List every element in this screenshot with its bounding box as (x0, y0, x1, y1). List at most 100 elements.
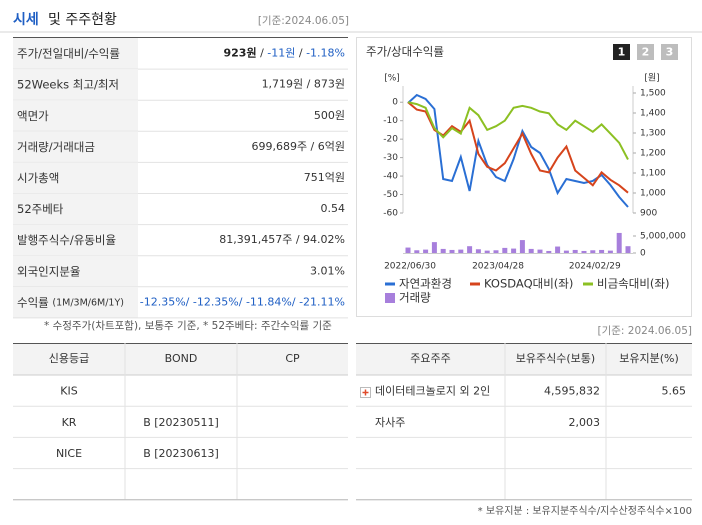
table-cell: B [20230511] (143, 416, 219, 429)
footnote: * 수정주가(차트포함), 보통주 기준, * 52주베타: 주간수익률 기준 (44, 320, 332, 332)
column-header: 주요주주 (410, 352, 450, 365)
x-tick-label: 2023/04/28 (472, 262, 524, 272)
footnote: * 보유지분 : 보유지분주식수/지수산정주식수×100 (478, 505, 692, 517)
table-cell: KIS (60, 385, 77, 398)
volume-bar (414, 250, 420, 253)
value-part: -11원 (267, 47, 295, 60)
volume-bar (449, 249, 455, 253)
value-part: -12.35%/ -12.35%/ -11.84%/ -21.11% (140, 295, 345, 308)
volume-bar (493, 250, 499, 253)
tab-button[interactable] (637, 44, 654, 60)
row-label: 외국인지분율 (17, 264, 80, 278)
row-label: 주가/전일대비/수익률 (17, 46, 120, 60)
chart-title: 주가/상대수익률 (366, 45, 444, 59)
volume-bar (625, 246, 631, 253)
label-cell (13, 38, 138, 70)
x-tick-label: 2022/06/30 (384, 262, 436, 272)
date: [기준: 2024.06.05] (597, 325, 692, 337)
volume-bar (484, 250, 490, 253)
header-row (356, 343, 692, 375)
label-cell (13, 131, 138, 163)
table-cell: 5.65 (662, 385, 687, 398)
value-part: -1.18% (306, 47, 345, 60)
row-value: -12.35%/ -12.35%/ -11.84%/ -21.11% (140, 295, 345, 308)
tab-button[interactable] (613, 44, 630, 60)
label-cell (13, 224, 138, 256)
row-label: 발행주식수/유동비율 (17, 233, 116, 247)
volume-bar (458, 249, 464, 253)
row-label: 52Weeks 최고/최저 (17, 77, 119, 91)
row-value: 500원 (314, 109, 345, 122)
table-cell: KR (62, 416, 77, 429)
tab-button[interactable] (661, 44, 678, 60)
y-tick-label: -20 (383, 135, 398, 145)
value-part: 751억원 (304, 171, 345, 184)
section-title-rest: 및 주주현황 (48, 12, 117, 28)
date: [기준:2024.06.05] (258, 15, 349, 27)
column-header: CP (285, 352, 300, 365)
label-cell (13, 255, 138, 287)
volume-bar (581, 250, 587, 253)
row-label-text: 수익률 (17, 295, 49, 309)
table-cell: 자사주 (375, 416, 405, 429)
y2-tick-label: 900 (640, 209, 657, 219)
row-value: 751억원 (304, 171, 345, 184)
line-series (407, 101, 629, 160)
label-cell (13, 193, 138, 225)
legend-label: 거래량 (399, 291, 431, 305)
row-label-note: (1M/3M/6M/1Y) (52, 297, 124, 308)
row-label: 수익률 (1M/3M/6M/1Y) (17, 295, 124, 309)
y-unit: [%] (384, 74, 400, 84)
legend-label: KOSDAQ대비(좌) (484, 277, 573, 291)
row-label: 시가총액 (17, 170, 59, 184)
y2-tick-label: 1,300 (640, 129, 666, 139)
row-label-text: 외국인지분율 (17, 264, 80, 278)
value-part: 923원 (223, 46, 256, 60)
row-label: 거래량/거래대금 (17, 139, 95, 153)
value-part: / (257, 47, 268, 60)
line-series (407, 101, 629, 194)
header-row (13, 343, 348, 375)
row-value: 3.01% (310, 264, 345, 277)
volume-bar (563, 250, 569, 253)
y-tick-label: -30 (383, 153, 398, 163)
column-header: 보유지분(%) (619, 352, 679, 365)
row-label-text: 발행주식수/유동비율 (17, 233, 116, 247)
volume-bar (599, 249, 605, 253)
column-header: 신용등급 (49, 352, 89, 365)
row-label-text: 거래량/거래대금 (17, 139, 95, 153)
table-cell: B [20230613] (143, 447, 219, 460)
row-label-text: 시가총액 (17, 170, 59, 184)
volume-bar (537, 249, 543, 253)
tab-label[interactable]: 1 (618, 46, 626, 59)
label-cell (13, 286, 138, 318)
table-cell: NICE (56, 447, 82, 460)
y-tick-label: -40 (383, 172, 398, 182)
y3-tick-label: 0 (640, 249, 646, 259)
y-tick-label: 0 (392, 98, 398, 108)
y2-tick-label: 1,000 (640, 189, 666, 199)
value-part: 500원 (314, 109, 345, 122)
row-label: 52주베타 (17, 202, 64, 216)
label-cell (13, 162, 138, 194)
volume-bar (423, 249, 429, 253)
value-part: 3.01% (310, 264, 345, 277)
y2-unit: [원] (644, 73, 659, 84)
row-label: 액면가 (17, 108, 49, 122)
tab-label[interactable]: 3 (666, 46, 674, 59)
tab-label[interactable]: 2 (642, 46, 650, 59)
table-cell: 데이터테크놀로지 외 2인 (375, 385, 490, 398)
y2-tick-label: 1,200 (640, 149, 666, 159)
volume-bar (572, 249, 578, 253)
x-tick-label: 2024/02/29 (569, 262, 621, 272)
label-cell (13, 69, 138, 101)
y2-tick-label: 1,100 (640, 169, 666, 179)
volume-bar (502, 247, 508, 253)
volume-bar (475, 249, 481, 253)
y-tick-label: -50 (383, 190, 398, 200)
row-value: 699,689주 / 6억원 (251, 140, 345, 153)
row-value: 0.54 (321, 202, 346, 215)
volume-bar (616, 232, 622, 253)
value-part: 1,719원 / 873원 (262, 78, 345, 91)
row-label-text: 주가/전일대비/수익률 (17, 46, 120, 60)
